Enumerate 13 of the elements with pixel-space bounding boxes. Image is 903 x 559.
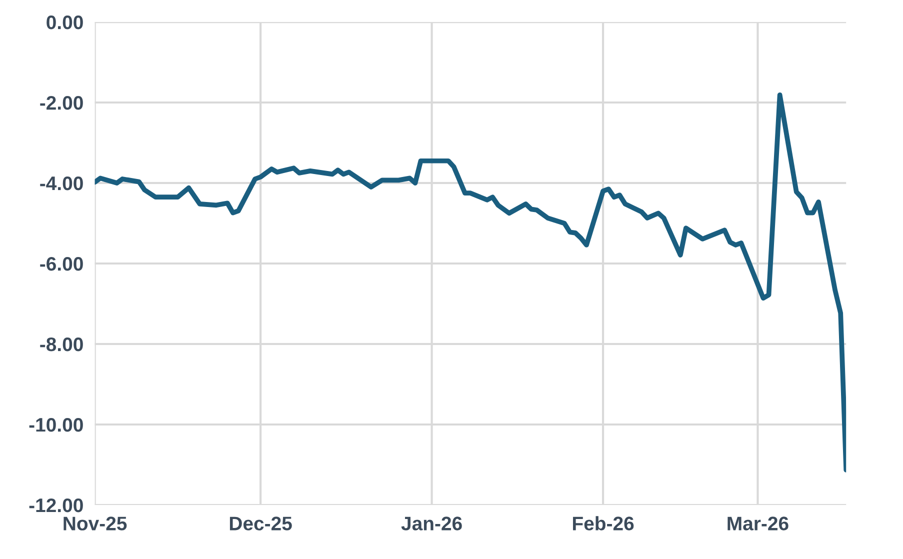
y-tick-label: -6.00 [40,256,83,271]
y-tick-label: -8.00 [40,337,83,352]
x-tick-label: Nov-25 [64,516,127,530]
line-series [94,92,846,472]
y-tick-label: -4.00 [40,176,83,190]
x-tick-label: Jan-26 [401,516,462,530]
y-tick-label: -2.00 [40,96,83,110]
y-tick-label: 0.00 [46,15,83,30]
x-tick-label: Dec-25 [230,516,292,530]
x-tick-label: Mar-26 [728,516,788,530]
y-tick-label: -10.00 [29,418,83,432]
x-tick-label: Feb-26 [573,516,634,530]
y-tick-label: -12.00 [29,498,83,512]
